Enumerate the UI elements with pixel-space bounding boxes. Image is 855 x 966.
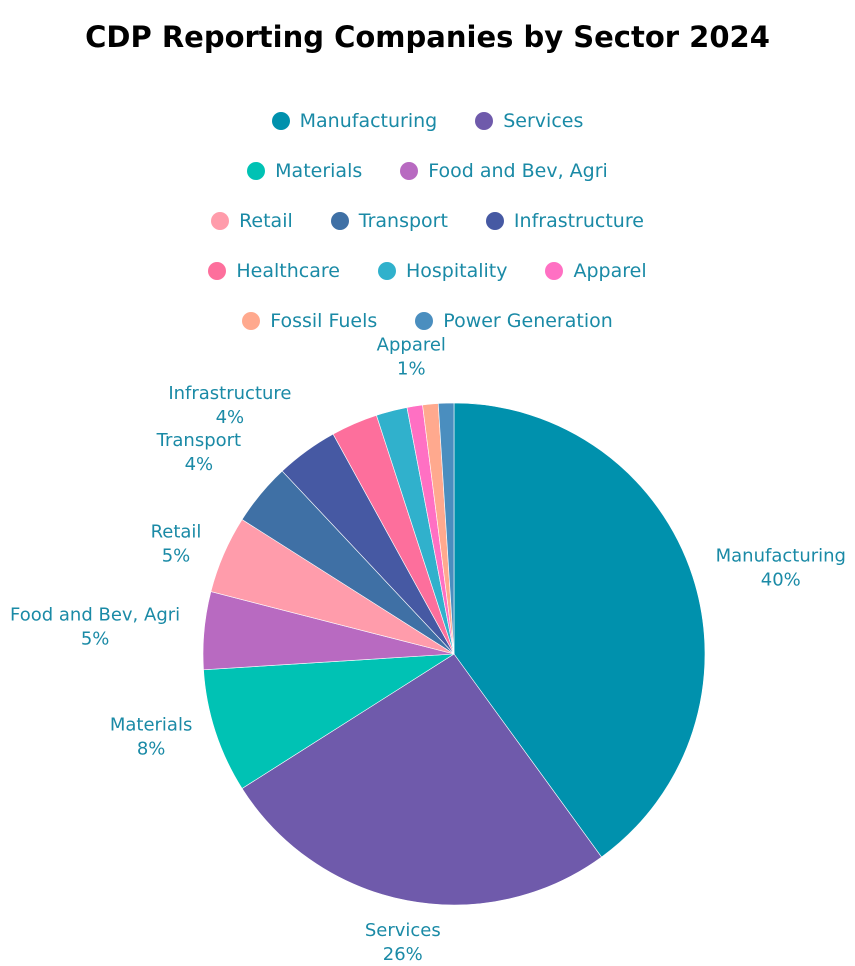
data-label-materials: Materials 8% (110, 714, 193, 759)
legend-swatch (330, 212, 349, 230)
legend-label: Services (503, 110, 584, 132)
data-label-apparel: Apparel 1% (377, 334, 446, 379)
legend-item-hospitality: Hospitality (377, 260, 508, 282)
legend-label: Infrastructure (513, 210, 644, 232)
legend-swatch (377, 262, 396, 280)
legend-swatch (485, 212, 504, 230)
legend-row: Materials Food and Bev, Agri (0, 146, 855, 196)
data-label-name: Materials (110, 714, 193, 735)
legend-swatch (208, 262, 227, 280)
legend-label: Healthcare (236, 260, 340, 282)
legend-item-retail: Retail (211, 210, 293, 232)
legend-swatch (247, 162, 266, 180)
slice-services (241, 653, 602, 906)
data-label-value: 40% (761, 570, 801, 591)
data-label-infrastructure: Infrastructure 4% (168, 383, 291, 428)
legend-label: Hospitality (405, 260, 508, 282)
data-label-transport: Transport 4% (156, 430, 241, 475)
legend-item-services: Services (475, 110, 583, 132)
legend-item-healthcare: Healthcare (208, 260, 340, 282)
data-label-manufacturing: Manufacturing 40% (716, 546, 846, 591)
legend-label: Fossil Fuels (270, 310, 378, 332)
data-label-retail: Retail 5% (151, 522, 202, 567)
legend-item-infrastructure: Infrastructure (485, 210, 644, 232)
chart-title: CDP Reporting Companies by Sector 2024 (85, 20, 770, 54)
legend-label: Apparel (573, 260, 647, 282)
legend-row: Manufacturing Services (0, 96, 855, 146)
slice-manufacturing (453, 402, 706, 858)
legend-label: Food and Bev, Agri (428, 160, 608, 182)
slice-materials (203, 653, 455, 789)
data-label-value: 5% (162, 546, 191, 567)
legend-item-apparel: Apparel (545, 260, 647, 282)
legend-swatch (475, 112, 494, 130)
legend-label: Retail (239, 210, 293, 232)
legend-item-power-generation: Power Generation (415, 310, 613, 332)
data-label-food-and-bev-agri: Food and Bev, Agri 5% (10, 604, 180, 649)
legend-row: Retail Transport Infrastructure (0, 196, 855, 246)
legend-swatch (400, 162, 419, 180)
legend-item-food-and-bev-agri: Food and Bev, Agri (400, 160, 608, 182)
legend: Manufacturing Services Materials Food and B… (0, 96, 855, 346)
legend-swatch (211, 212, 230, 230)
legend-swatch (415, 312, 434, 330)
data-label-name: Infrastructure (168, 383, 291, 404)
legend-row: Healthcare Hospitality Apparel (0, 246, 855, 296)
legend-label: Materials (275, 160, 363, 182)
data-label-name: Services (365, 920, 441, 941)
legend-label: Transport (358, 210, 448, 232)
data-label-value: 1% (397, 358, 426, 379)
legend-label: Manufacturing (299, 110, 438, 132)
data-label-services: Services 26% (365, 920, 441, 965)
data-label-value: 26% (383, 944, 423, 965)
data-label-value: 4% (185, 454, 214, 475)
legend-swatch (545, 262, 564, 280)
slice-power-generation (437, 402, 455, 655)
data-label-name: Transport (156, 430, 241, 451)
data-label-value: 4% (216, 407, 245, 428)
legend-item-transport: Transport (330, 210, 448, 232)
data-label-name: Retail (151, 522, 202, 543)
legend-item-manufacturing: Manufacturing (271, 110, 438, 132)
data-label-name: Apparel (377, 334, 446, 355)
data-label-value: 5% (81, 628, 110, 649)
legend-swatch (271, 112, 290, 130)
data-label-name: Manufacturing (716, 546, 846, 567)
legend-row: Fossil Fuels Power Generation (0, 296, 855, 346)
legend-item-materials: Materials (247, 160, 362, 182)
legend-label: Power Generation (443, 310, 613, 332)
data-label-name: Food and Bev, Agri (10, 604, 180, 625)
legend-swatch (242, 312, 261, 330)
data-label-value: 8% (137, 738, 166, 759)
legend-item-fossil-fuels: Fossil Fuels (242, 310, 377, 332)
